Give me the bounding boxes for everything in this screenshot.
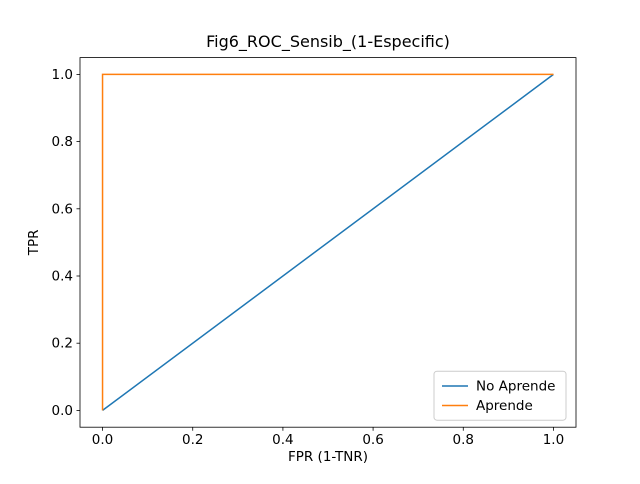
y-tick-label: 1.0 bbox=[52, 67, 73, 83]
y-tick-label: 0.6 bbox=[52, 201, 73, 217]
x-tick-label: 1.0 bbox=[543, 432, 564, 448]
series-line-no-aprende bbox=[102, 73, 554, 412]
x-tick-label: 0.2 bbox=[182, 432, 203, 448]
y-tick-label: 0.8 bbox=[52, 134, 73, 150]
y-tick-label: 0.0 bbox=[52, 403, 73, 419]
x-tick-label: 0.0 bbox=[92, 432, 113, 448]
x-tick-label: 0.8 bbox=[453, 432, 474, 448]
series-line-aprende bbox=[101, 73, 554, 411]
legend-label: Aprende bbox=[476, 398, 533, 414]
x-tick-label: 0.4 bbox=[272, 432, 293, 448]
legend-label: No Aprende bbox=[476, 378, 555, 394]
x-axis-label: FPR (1-TNR) bbox=[288, 449, 368, 465]
legend-frame bbox=[433, 370, 567, 421]
series-group bbox=[101, 73, 554, 412]
y-tick-label: 0.2 bbox=[52, 336, 73, 352]
x-tick-label: 0.6 bbox=[362, 432, 383, 448]
chart-title: Fig6_ROC_Sensib_(1-Especific) bbox=[206, 32, 450, 52]
y-axis-label: TPR bbox=[26, 230, 42, 257]
y-tick-label: 0.4 bbox=[52, 269, 73, 285]
axes-spines bbox=[79, 57, 577, 428]
y-axis-ticks: 0.0 0.2 0.4 0.6 0.8 1.0 bbox=[52, 67, 80, 419]
x-axis-ticks: 0.0 0.2 0.4 0.6 0.8 1.0 bbox=[92, 427, 564, 448]
legend: No Aprende Aprende bbox=[433, 370, 567, 421]
